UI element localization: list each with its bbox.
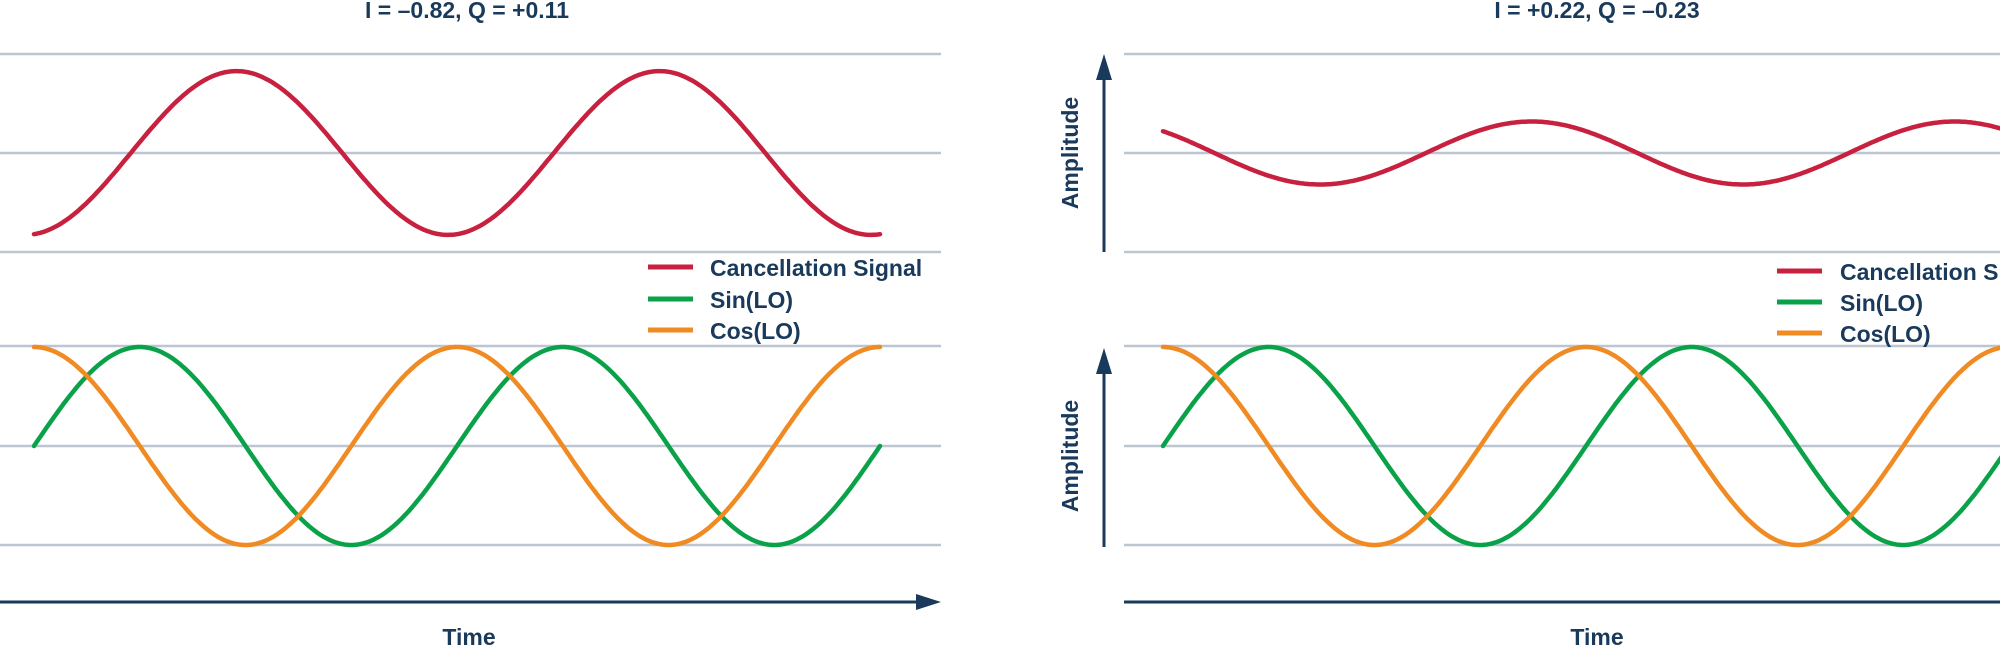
left-legend-cos-lo: Cos(LO) xyxy=(710,318,801,344)
right-chart-title: I = +0.22, Q = –0.23 xyxy=(1494,0,1699,23)
right-legend-cos-lo: Cos(LO) xyxy=(1840,321,1931,347)
left-panel: I = –0.82, Q = +0.11 Time Cancellation S… xyxy=(0,0,941,645)
right-legend-sin-lo: Sin(LO) xyxy=(1840,290,1923,316)
right-cancellation-signal-line xyxy=(1160,119,2000,187)
left-cancellation-signal-line xyxy=(31,68,883,238)
left-time-axis-arrow xyxy=(916,594,941,610)
right-top-amplitude-arrow xyxy=(1096,54,1112,80)
right-legend: Cancellation Signal Sin(LO) Cos(LO) xyxy=(1777,259,2000,347)
right-legend-cancellation-signal: Cancellation Signal xyxy=(1840,259,2000,285)
right-bottom-y-axis-label: Amplitude xyxy=(1057,400,1083,512)
left-legend-cancellation-signal: Cancellation Signal xyxy=(710,255,922,281)
left-x-axis-label: Time xyxy=(442,624,495,645)
left-chart-title: I = –0.82, Q = +0.11 xyxy=(365,0,569,23)
left-cos-lo-line xyxy=(31,344,883,548)
left-legend: Cancellation Signal Sin(LO) Cos(LO) xyxy=(648,255,922,344)
right-panel: I = +0.22, Q = –0.23 Amplitude Amplitude… xyxy=(1057,0,2000,645)
left-legend-sin-lo: Sin(LO) xyxy=(710,287,793,313)
right-top-y-axis-label: Amplitude xyxy=(1057,97,1083,209)
right-x-axis-label: Time xyxy=(1570,624,1623,645)
left-sin-lo-line xyxy=(31,344,883,548)
right-cos-lo-line xyxy=(1160,344,2000,548)
right-bottom-amplitude-arrow xyxy=(1096,348,1112,374)
right-sin-lo-line xyxy=(1160,344,2000,548)
